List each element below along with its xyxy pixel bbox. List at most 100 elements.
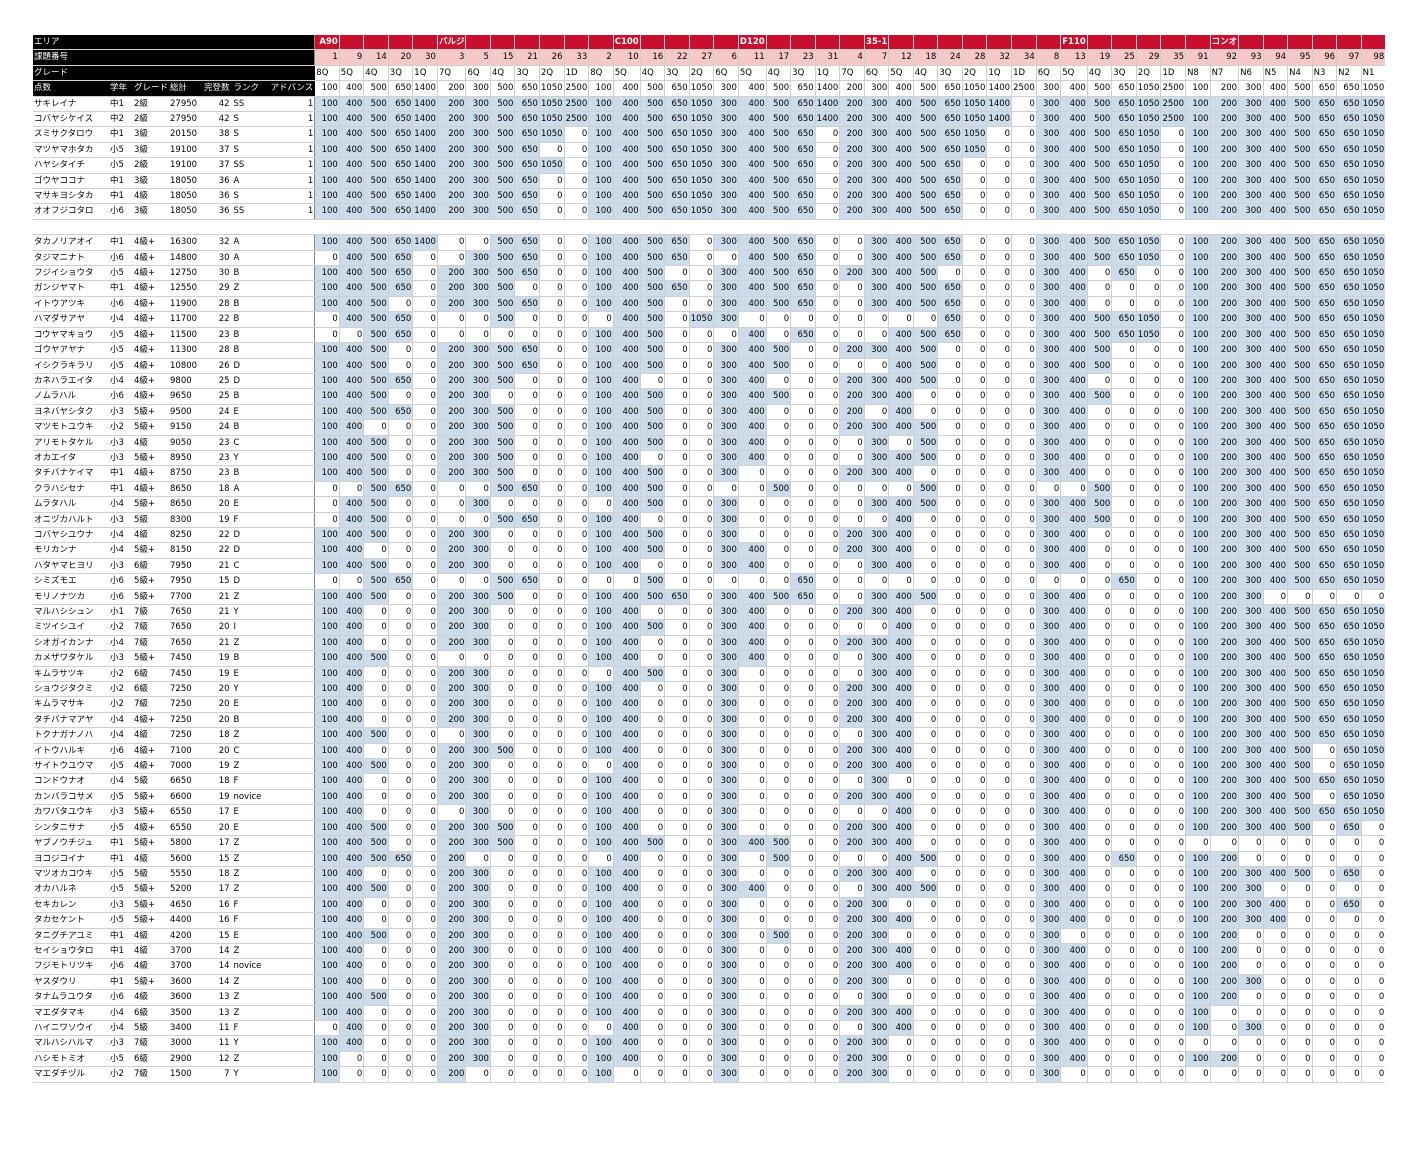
- score-cell: 500: [912, 203, 938, 220]
- score-cell: 0: [1160, 435, 1186, 451]
- climber-row: サイトウユウマ 小5 4級+ 7000 19 Z 100 400 500 0 0 200 300 0 0 0 0…: [33, 758, 1386, 775]
- climber-row: スミサクタロウ 中1 3級 20150 38 S 1 100 400 500 650 1400 200 3…: [33, 126, 1386, 143]
- score-cell: 100: [314, 681, 340, 698]
- score-cell: 650: [1336, 866, 1362, 883]
- score-cell: 300: [1035, 265, 1061, 282]
- score-cell: 400: [737, 435, 767, 451]
- score-cell: 0: [1011, 820, 1037, 837]
- area-cell: [387, 35, 413, 51]
- score-cell: 0: [563, 804, 589, 821]
- score-cell: 400: [612, 435, 641, 451]
- climber-rank: D: [230, 358, 270, 374]
- score-cell: 2500: [1160, 96, 1186, 113]
- score-cell: 500: [639, 126, 665, 143]
- score-cell: 0: [489, 388, 515, 405]
- score-cell: 650: [514, 481, 540, 498]
- score-cell: 100: [314, 358, 340, 374]
- score-cell: 100: [314, 897, 340, 914]
- climber-advance: [269, 743, 316, 760]
- score-cell: 100: [1185, 773, 1211, 790]
- score-cell: 0: [1086, 435, 1112, 451]
- score-cell: 0: [814, 435, 840, 451]
- climber-name: ハイニワソウイ: [33, 1020, 109, 1037]
- score-cell: 300: [465, 604, 491, 621]
- score-cell: 500: [912, 157, 938, 174]
- problem-grade: 3Q: [664, 65, 690, 82]
- score-cell: 0: [863, 311, 889, 328]
- score-cell: 0: [790, 542, 816, 559]
- score-cell: 0: [912, 650, 938, 667]
- score-cell: 100: [1185, 450, 1211, 467]
- score-cell: 0: [1311, 943, 1337, 960]
- score-cell: 0: [912, 758, 938, 775]
- score-cell: 0: [412, 496, 438, 513]
- score-cell: 650: [1336, 681, 1362, 698]
- climber-total: 3600: [169, 974, 204, 991]
- score-cell: 0: [387, 496, 413, 513]
- score-cell: 0: [465, 481, 491, 498]
- score-cell: 500: [363, 820, 389, 837]
- climber-grade: 4級: [133, 188, 170, 205]
- score-cell: 0: [1086, 758, 1112, 775]
- score-cell: 400: [1262, 373, 1288, 390]
- climber-advance: [269, 1005, 316, 1021]
- score-cell: 0: [937, 666, 963, 683]
- score-cell: 1400: [412, 203, 438, 220]
- score-cell: 400: [737, 250, 767, 267]
- score-cell: 400: [888, 558, 914, 575]
- problem-number-row: 課題番号 1 9 14 20 30 3 5 15 21 26 33 2 10 16 22 27 6 11 17 23 3…: [33, 49, 1386, 66]
- climber-name: カンバラコサメ: [33, 789, 109, 806]
- score-cell: 0: [737, 727, 767, 744]
- score-cell: 400: [1262, 265, 1288, 282]
- score-cell: 0: [639, 866, 665, 883]
- score-cell: 0: [412, 342, 438, 359]
- score-cell: 400: [612, 327, 641, 344]
- climber-year: 小6: [109, 743, 133, 760]
- score-cell: 300: [465, 450, 491, 467]
- score-cell: 0: [514, 820, 540, 837]
- climber-year: 中2: [109, 111, 133, 128]
- score-cell: 100: [1185, 897, 1211, 914]
- score-cell: 0: [563, 496, 589, 513]
- climber-advance: [269, 465, 316, 482]
- score-cell: 0: [790, 604, 816, 621]
- score-cell: 1050: [1360, 311, 1386, 328]
- score-cell: 100: [314, 804, 340, 821]
- score-cell: 0: [912, 989, 938, 1006]
- score-cell: 0: [563, 388, 589, 405]
- points-label: 点数: [33, 80, 109, 97]
- climber-row: マツヤマホタカ 小5 3級 19100 37 S 1 100 400 500 650 1400 200 3…: [33, 142, 1386, 159]
- climber-rank: Z: [230, 758, 270, 775]
- score-cell: 200: [1209, 512, 1239, 528]
- score-cell: 650: [1336, 512, 1362, 528]
- score-cell: 0: [1086, 265, 1112, 282]
- score-cell: 0: [338, 327, 364, 344]
- climber-year: 小3: [109, 558, 133, 575]
- score-cell: 0: [912, 1020, 938, 1037]
- score-cell: 500: [765, 203, 791, 220]
- climber-row: フジイショウタ 小5 4級+ 12750 30 B 100 400 500 650 0 200 300 5…: [33, 265, 1386, 282]
- score-cell: 0: [1135, 912, 1161, 929]
- score-cell: 0: [688, 820, 714, 837]
- climber-advance: [269, 542, 316, 559]
- problem-points: 500: [489, 80, 515, 97]
- score-cell: 0: [436, 496, 466, 513]
- score-cell: 200: [1209, 758, 1239, 775]
- score-cell: 0: [538, 327, 565, 344]
- score-cell: 500: [1287, 635, 1313, 652]
- score-cell: 0: [937, 527, 963, 544]
- score-cell: 650: [1311, 373, 1337, 390]
- climber-completed: 18: [203, 773, 231, 790]
- score-cell: 0: [961, 1005, 987, 1021]
- problem-number: 18: [912, 49, 938, 66]
- score-cell: 400: [338, 681, 364, 698]
- score-cell: 0: [937, 619, 963, 636]
- score-cell: 500: [363, 173, 389, 190]
- score-cell: 0: [814, 342, 840, 359]
- area-name: 35-1: [863, 35, 889, 51]
- problem-number: 26: [538, 49, 565, 66]
- score-cell: 0: [538, 589, 565, 606]
- score-cell: 0: [489, 789, 515, 806]
- area-cell: [888, 35, 914, 51]
- score-cell: 0: [1111, 342, 1137, 359]
